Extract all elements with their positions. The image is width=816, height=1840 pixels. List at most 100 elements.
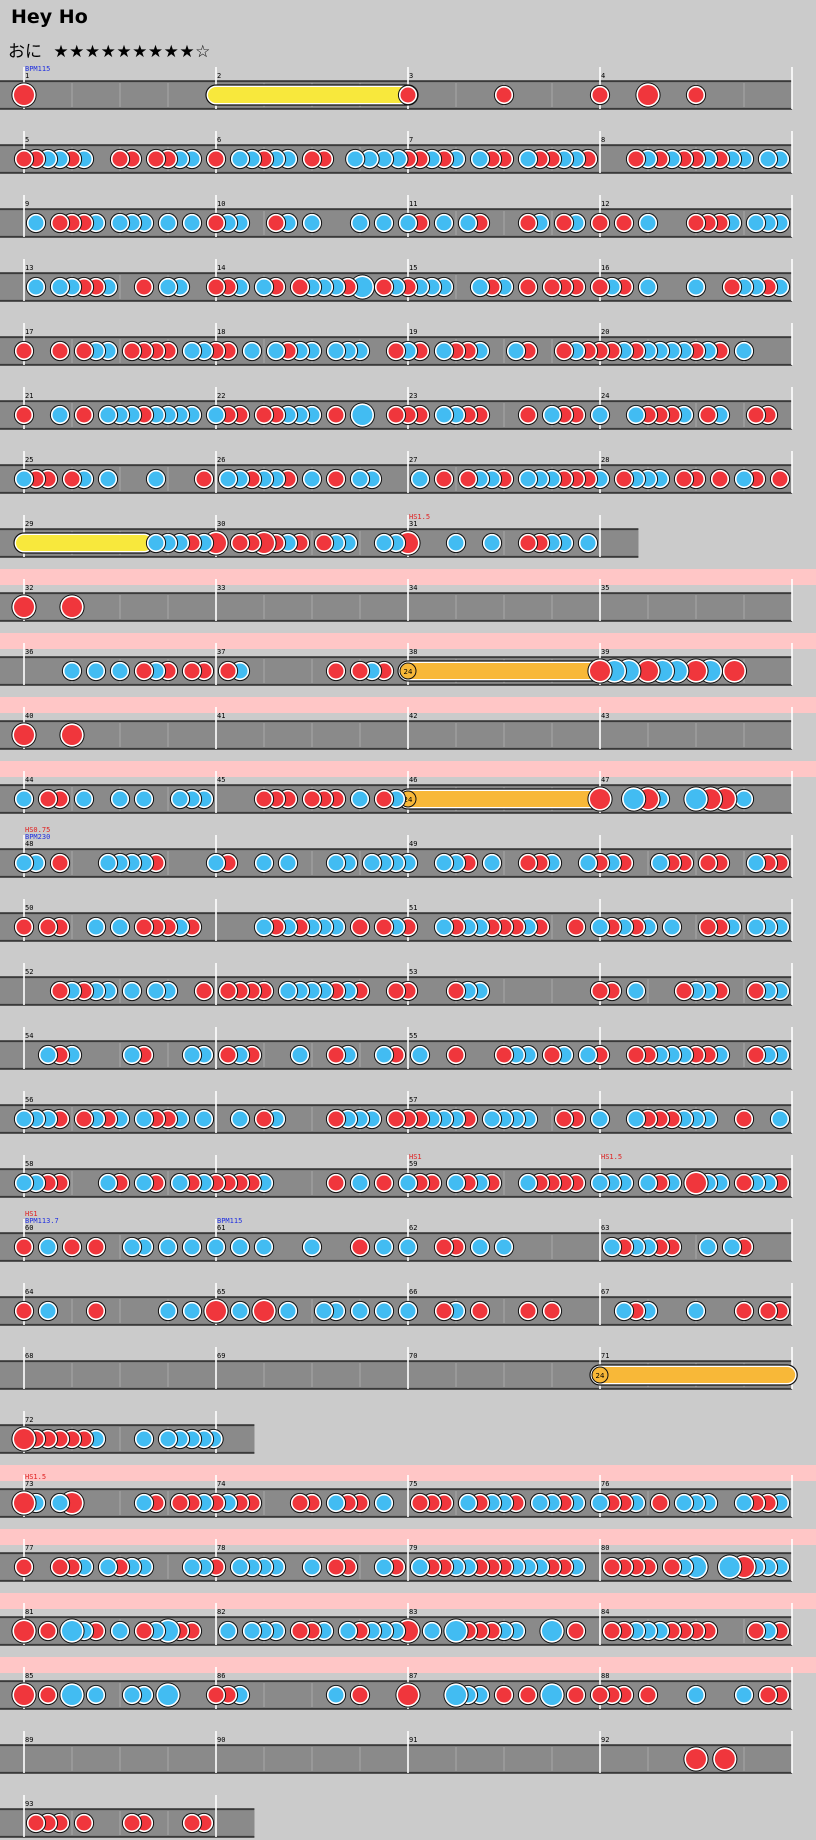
- measure-number: 68: [25, 1352, 33, 1360]
- ka-note: [256, 855, 272, 871]
- measure-number: 4: [601, 72, 605, 80]
- event-label: HS1.5: [601, 1153, 622, 1161]
- chart-row-1: 1 2 3 4 BPM115: [0, 65, 793, 110]
- don-note: [52, 343, 68, 359]
- measure-number: 93: [25, 1800, 33, 1808]
- ka-note: [352, 471, 368, 487]
- ka-note: [376, 215, 392, 231]
- don-note: [136, 1623, 152, 1639]
- don-note: [628, 1047, 644, 1063]
- don-note: [352, 1239, 368, 1255]
- ka-note: [268, 343, 284, 359]
- don-note: [472, 1303, 488, 1319]
- ka-note: [136, 1111, 152, 1127]
- big-don-note: [14, 1493, 34, 1513]
- ka-note: [676, 1495, 692, 1511]
- measure-number: 80: [601, 1544, 609, 1552]
- don-note: [208, 151, 224, 167]
- don-note: [16, 1559, 32, 1575]
- don-note: [232, 535, 248, 551]
- event-label: BPM113.7: [25, 1217, 59, 1225]
- don-note: [52, 855, 68, 871]
- don-note: [328, 1111, 344, 1127]
- ka-note: [232, 1559, 248, 1575]
- ka-note: [52, 279, 68, 295]
- chart-row-20: 64 65 66 67: [0, 1283, 793, 1326]
- ka-note: [724, 1239, 740, 1255]
- ka-note: [100, 1559, 116, 1575]
- don-note: [304, 151, 320, 167]
- ka-note: [352, 1175, 368, 1191]
- ka-note: [148, 535, 164, 551]
- ka-note: [328, 1687, 344, 1703]
- ka-note: [436, 855, 452, 871]
- ka-note: [16, 1175, 32, 1191]
- don-note: [256, 407, 272, 423]
- don-note: [436, 471, 452, 487]
- don-note: [52, 1559, 68, 1575]
- ka-note: [124, 1239, 140, 1255]
- don-note: [124, 1815, 140, 1831]
- measure-number: 29: [25, 520, 33, 528]
- chart-row-26: 85 86 87 88: [0, 1657, 816, 1710]
- ka-note: [16, 855, 32, 871]
- ka-note: [100, 855, 116, 871]
- event-label: HS1.5: [409, 513, 430, 521]
- don-note: [760, 1687, 776, 1703]
- ka-note: [496, 1239, 512, 1255]
- star-rating: ★★★★★★★★★☆: [53, 42, 211, 62]
- event-label: BPM230: [25, 833, 50, 841]
- big-don-note: [14, 1685, 34, 1705]
- don-note: [292, 1495, 308, 1511]
- measure-number: 48: [25, 840, 33, 848]
- measure-number: 78: [217, 1544, 225, 1552]
- ka-note: [412, 1559, 428, 1575]
- measure-number: 81: [25, 1608, 33, 1616]
- don-note: [328, 1559, 344, 1575]
- ka-note: [736, 791, 752, 807]
- don-note: [388, 983, 404, 999]
- ka-note: [760, 151, 776, 167]
- course-name: おに: [8, 42, 42, 62]
- ka-note: [184, 1303, 200, 1319]
- don-note: [316, 535, 332, 551]
- measure-number: 27: [409, 456, 417, 464]
- don-note: [448, 983, 464, 999]
- ka-note: [292, 1047, 308, 1063]
- big-don-note: [590, 661, 610, 681]
- balloon-count: 24: [404, 796, 413, 804]
- measure-number: 90: [217, 1736, 225, 1744]
- big-don-note: [686, 661, 706, 681]
- don-note: [640, 1687, 656, 1703]
- ka-note: [736, 343, 752, 359]
- ka-note: [112, 1623, 128, 1639]
- don-note: [328, 1047, 344, 1063]
- ka-note: [628, 1111, 644, 1127]
- ka-note: [124, 983, 140, 999]
- ka-note: [256, 1239, 272, 1255]
- don-note: [52, 983, 68, 999]
- big-don-note: [62, 597, 82, 617]
- don-note: [724, 279, 740, 295]
- balloon-bar: [400, 791, 604, 807]
- don-note: [16, 151, 32, 167]
- measure-number: 86: [217, 1672, 225, 1680]
- big-don-note: [14, 1621, 34, 1641]
- chart-row-27: 89 90 91 92: [0, 1731, 793, 1774]
- ka-note: [112, 215, 128, 231]
- don-note: [16, 407, 32, 423]
- ka-note: [304, 1239, 320, 1255]
- ka-note: [16, 791, 32, 807]
- ka-note: [580, 1047, 596, 1063]
- measure-number: 12: [601, 200, 609, 208]
- ka-note: [376, 535, 392, 551]
- ka-note: [28, 279, 44, 295]
- ka-note: [304, 471, 320, 487]
- measure-number: 22: [217, 392, 225, 400]
- balloon-head: [399, 662, 417, 680]
- measure-number: 3: [409, 72, 413, 80]
- measure-number: 88: [601, 1672, 609, 1680]
